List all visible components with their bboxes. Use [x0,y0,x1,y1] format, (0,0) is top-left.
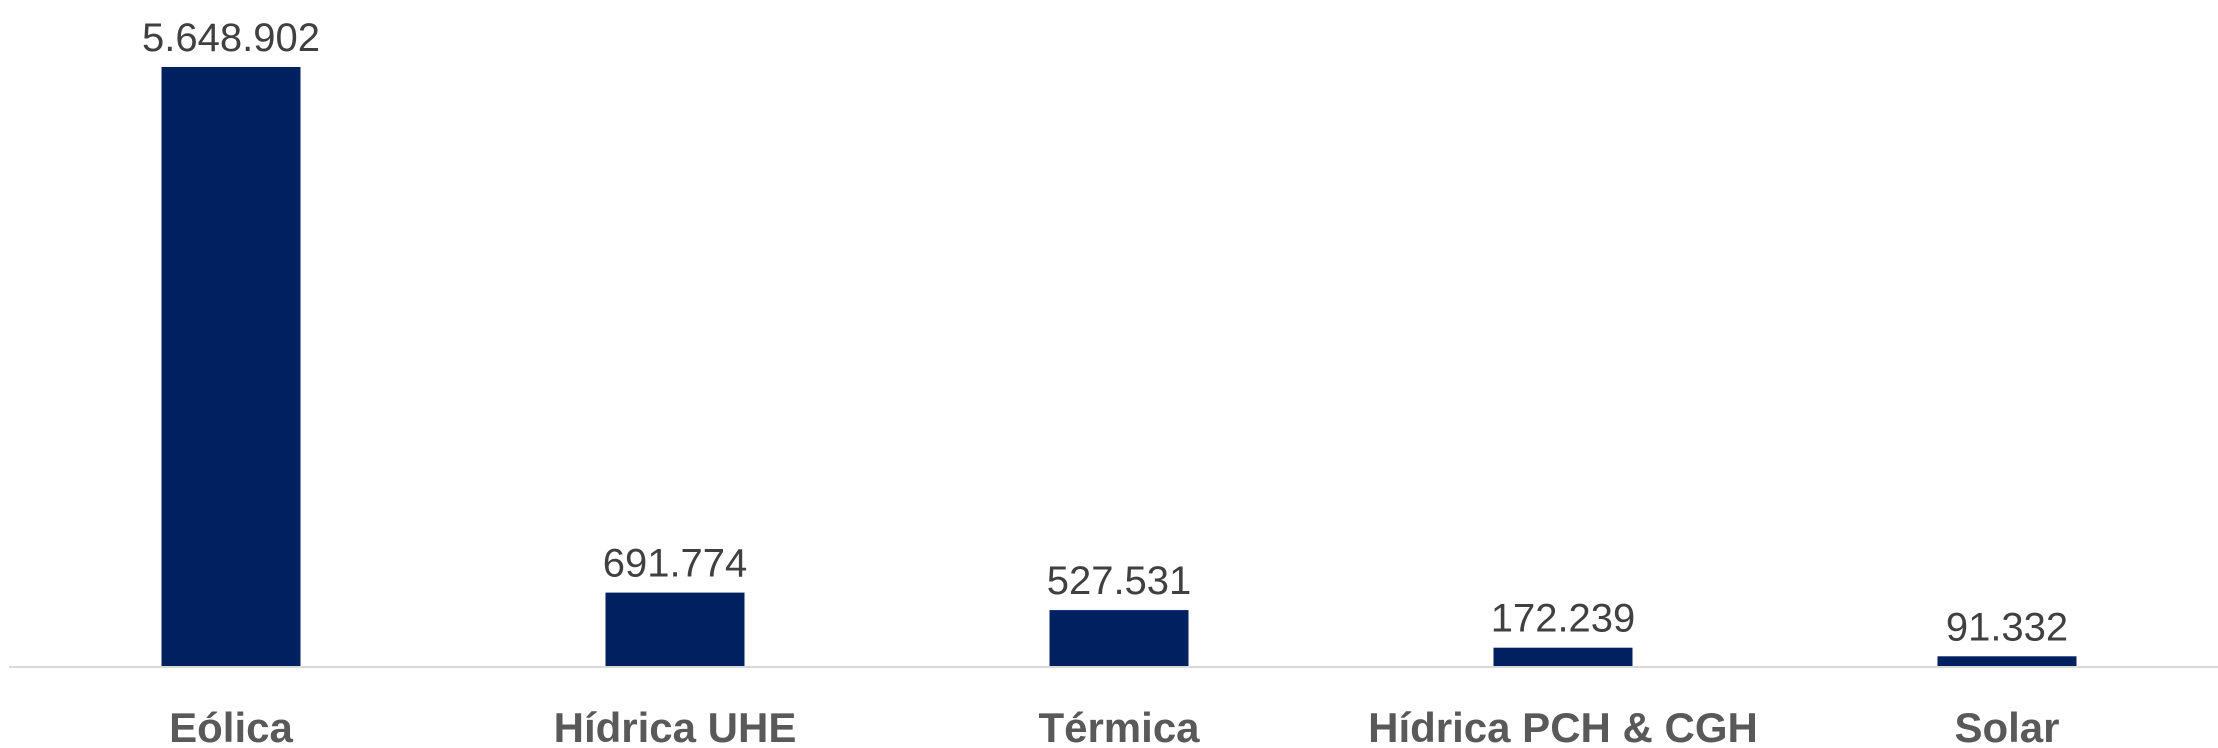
bar-1 [605,592,745,666]
bar-3 [1493,647,1633,666]
category-label-3: Hídrica PCH & CGH [1368,704,1758,748]
data-label-2: 527.531 [1047,559,1192,603]
data-label-0: 5.648.902 [142,16,320,60]
data-label-4: 91.332 [1946,605,2068,649]
category-label-2: Térmica [1038,704,1200,748]
bar-0 [161,67,301,666]
category-labels-group: Eólica Hídrica UHE Térmica Hídrica PCH & CG… [169,704,2059,748]
bar-2 [1049,610,1189,666]
category-label-1: Hídrica UHE [554,704,797,748]
data-label-1: 691.774 [603,542,748,586]
data-label-3: 172.239 [1491,597,1636,641]
bars-group [161,67,2077,666]
data-labels-group: 5.648.902 691.774 527.531 172.239 91.332 [142,16,2068,649]
bar-4 [1937,656,2077,666]
category-label-4: Solar [1954,704,2059,748]
category-label-0: Eólica [169,704,293,748]
